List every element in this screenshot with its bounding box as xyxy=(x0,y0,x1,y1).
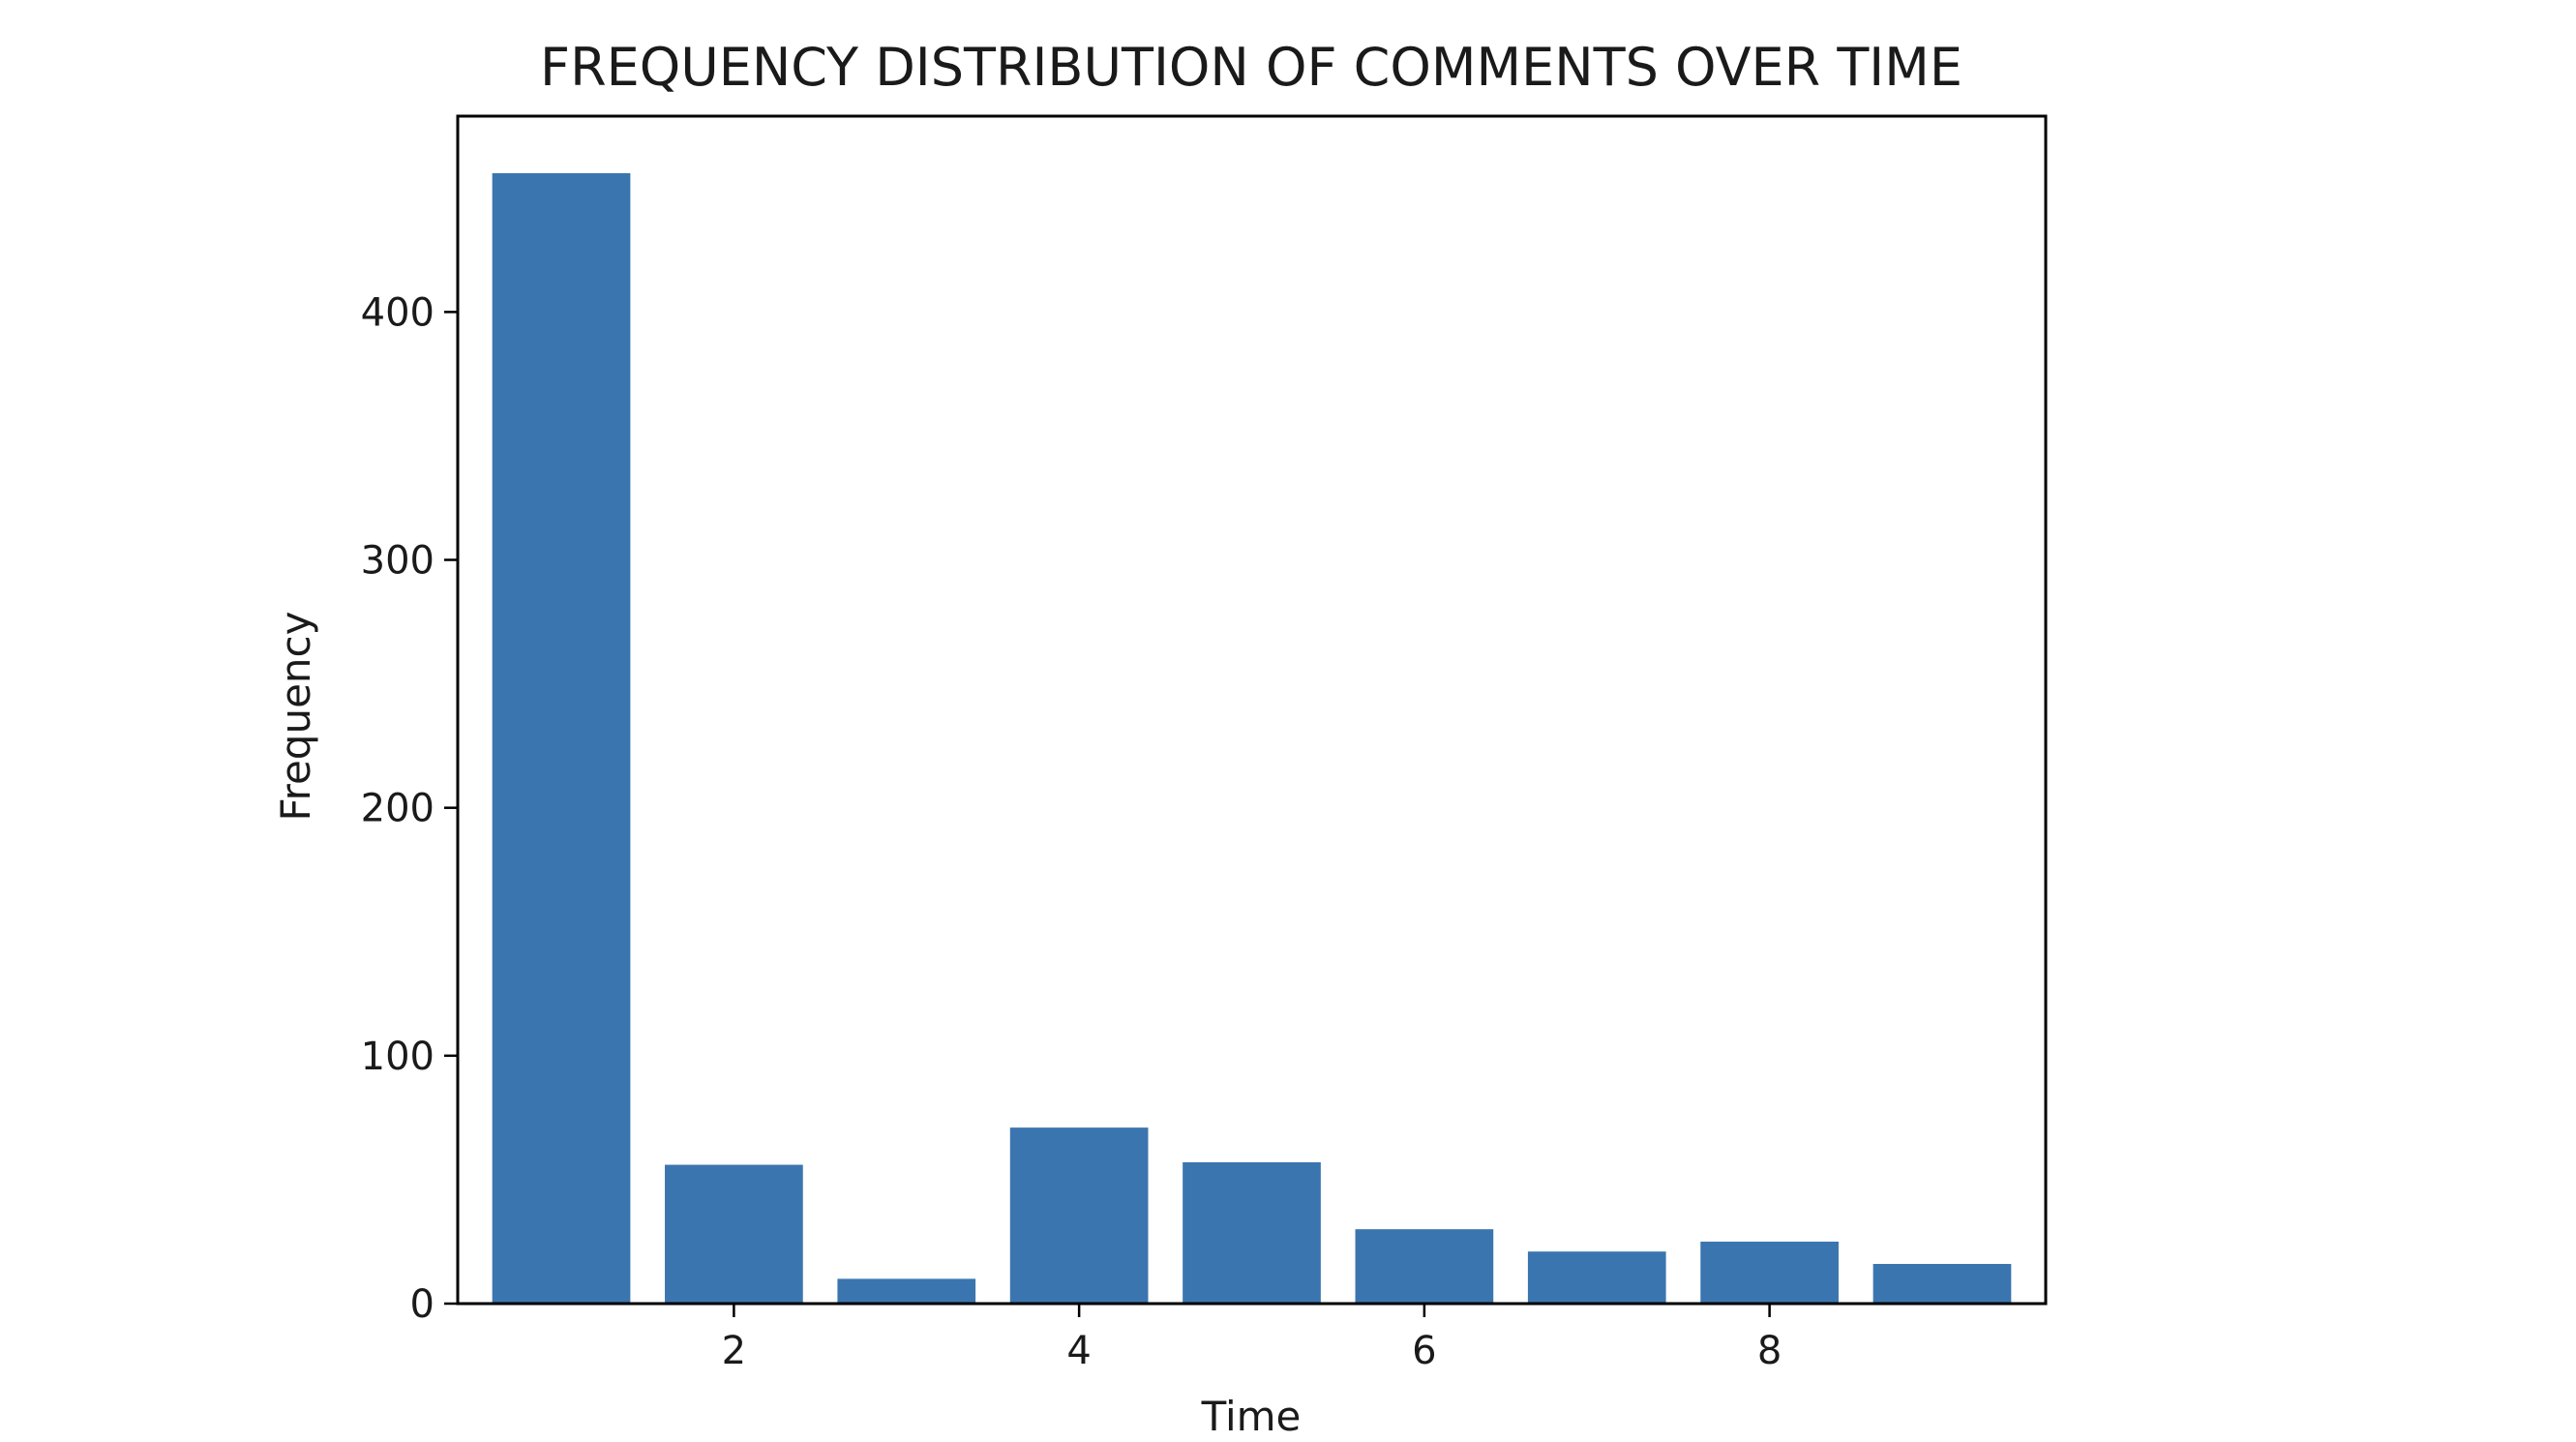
x-tick-label-4: 4 xyxy=(1066,1329,1091,1373)
x-tick-label-2: 2 xyxy=(722,1329,746,1373)
y-tick-label-100: 100 xyxy=(361,1035,434,1079)
y-tick-label-200: 200 xyxy=(361,787,434,831)
bar-6 xyxy=(1355,1229,1494,1304)
bars-layer xyxy=(492,172,2012,1304)
y-tick-label-300: 300 xyxy=(361,539,434,584)
bar-5 xyxy=(1183,1161,1321,1304)
bar-8 xyxy=(1700,1241,1839,1304)
chart-title: FREQUENCY DISTRIBUTION OF COMMENTS OVER … xyxy=(540,37,1962,98)
bar-1 xyxy=(492,172,631,1304)
y-axis-label: Frequency xyxy=(272,612,319,822)
bar-2 xyxy=(665,1164,803,1304)
x-axis-ticks: 2 4 6 8 xyxy=(722,1304,1782,1373)
bar-7 xyxy=(1527,1251,1666,1304)
bar-4 xyxy=(1009,1127,1149,1304)
bar-9 xyxy=(1872,1264,2012,1304)
y-tick-label-400: 400 xyxy=(361,290,434,335)
bar-3 xyxy=(837,1278,976,1304)
x-tick-label-6: 6 xyxy=(1412,1329,1436,1373)
y-axis-ticks: 0 100 200 300 400 xyxy=(361,290,458,1327)
y-tick-label-0: 0 xyxy=(410,1282,434,1327)
plot-frame xyxy=(456,114,2048,1306)
x-axis-label: Time xyxy=(1201,1393,1302,1440)
x-tick-label-8: 8 xyxy=(1757,1329,1782,1373)
